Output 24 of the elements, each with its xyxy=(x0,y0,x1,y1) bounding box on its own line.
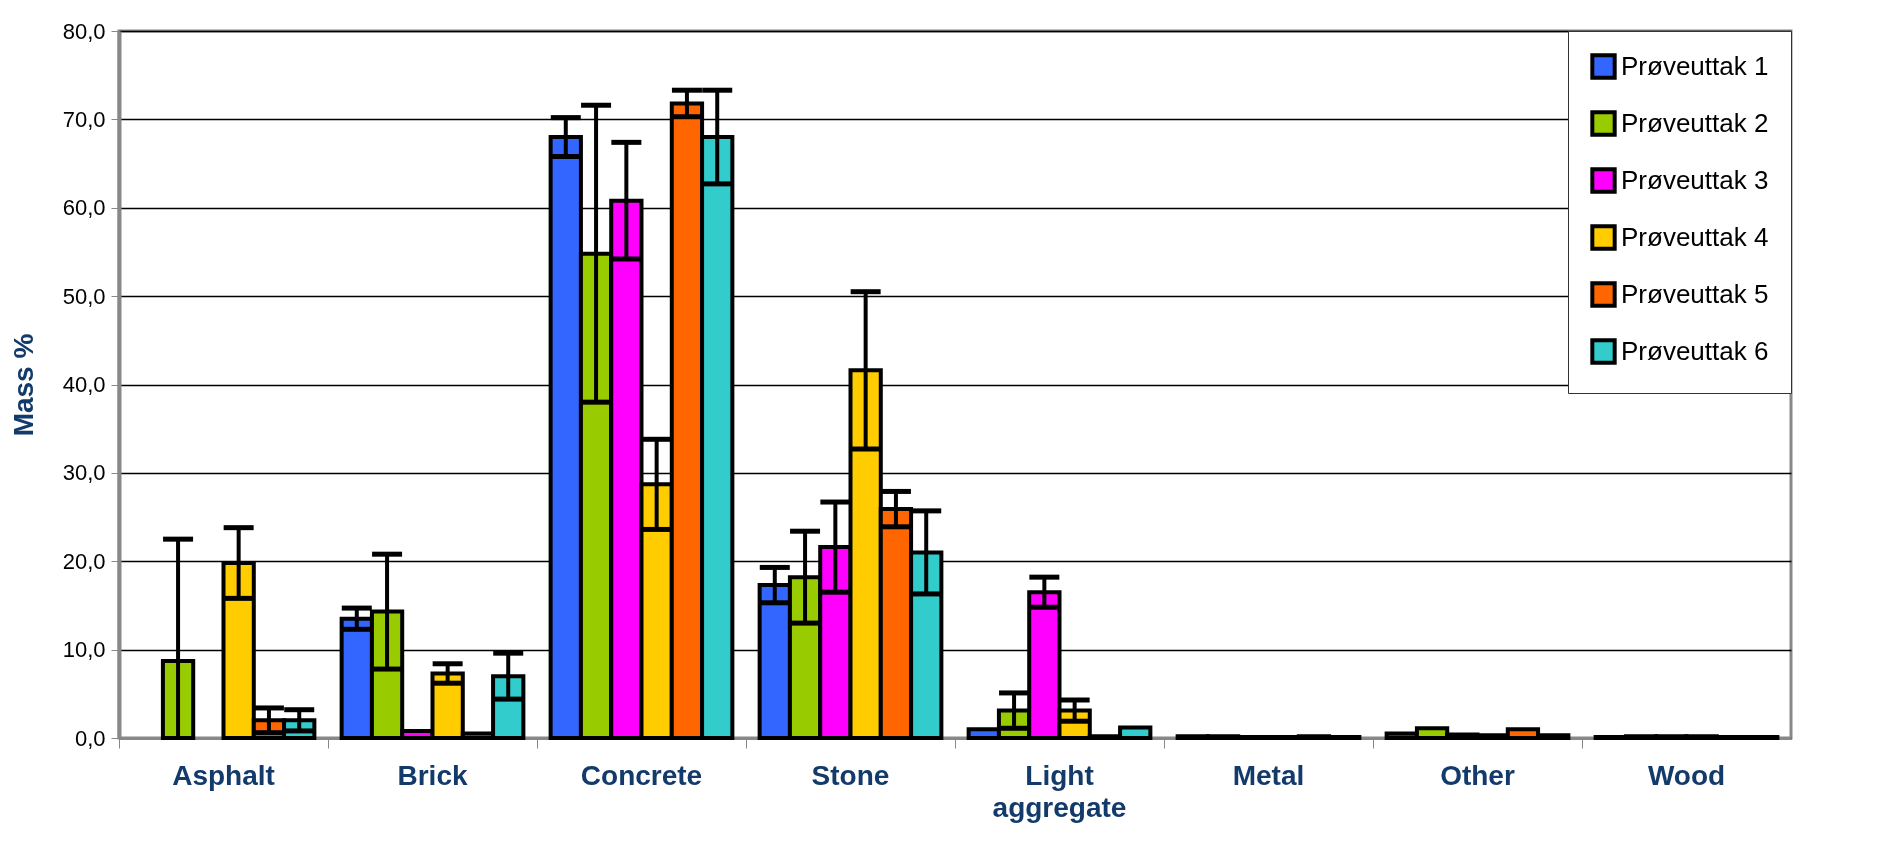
x-tick-label: Other xyxy=(1440,759,1515,791)
x-tick-label: Light aggregate xyxy=(992,759,1127,823)
y-tick-label: 60,0 xyxy=(62,195,106,221)
legend-label: Prøveuttak 6 xyxy=(1621,335,1769,366)
legend-label: Prøveuttak 2 xyxy=(1621,107,1769,138)
y-tick-label: 50,0 xyxy=(62,283,106,309)
x-tick-label: Asphalt xyxy=(172,759,275,791)
x-tick-label: Brick xyxy=(397,759,468,791)
x-tick-label: Wood xyxy=(1647,759,1726,791)
x-tick-label: Concrete xyxy=(580,759,703,791)
y-axis-title: Mass % xyxy=(7,333,39,437)
legend-label: Prøveuttak 1 xyxy=(1621,50,1769,81)
y-tick-label: 20,0 xyxy=(62,548,106,574)
x-tick-label: Stone xyxy=(811,759,890,791)
legend-label: Prøveuttak 4 xyxy=(1621,221,1769,252)
y-tick-label: 80,0 xyxy=(62,18,106,44)
y-tick-label: 70,0 xyxy=(62,106,106,132)
x-tick-label: Metal xyxy=(1232,759,1305,791)
y-tick-label: 40,0 xyxy=(62,372,106,397)
y-tick-label: 10,0 xyxy=(62,637,106,663)
y-tick-label: 0,0 xyxy=(74,725,106,751)
legend-label: Prøveuttak 3 xyxy=(1621,164,1769,195)
legend-label: Prøveuttak 5 xyxy=(1621,278,1769,309)
y-tick-label: 30,0 xyxy=(62,460,106,486)
